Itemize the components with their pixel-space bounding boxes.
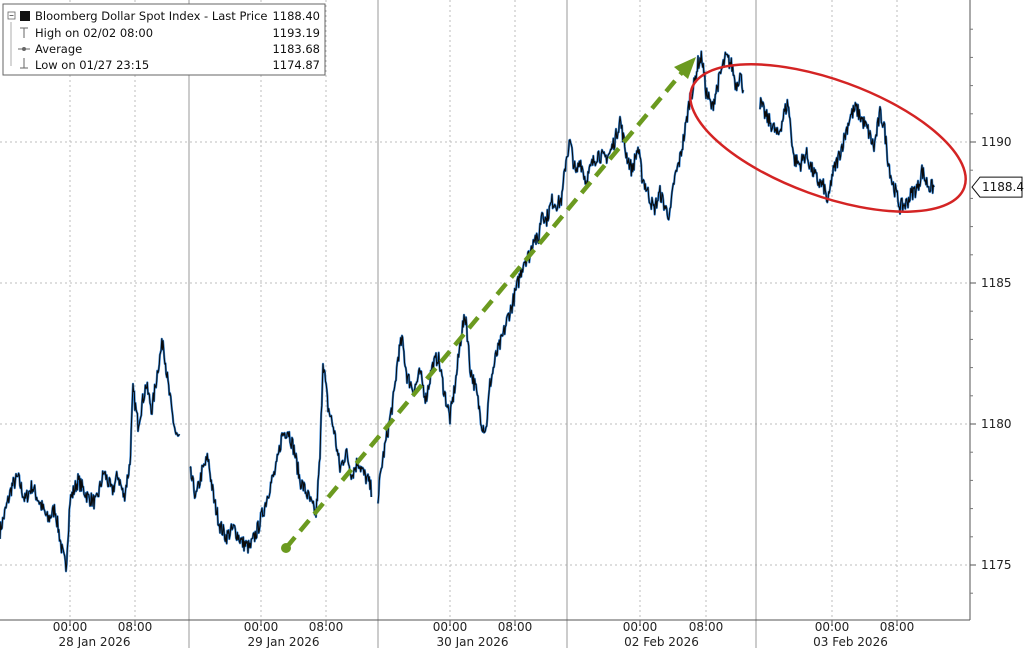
day-separators xyxy=(188,0,757,648)
legend-row-label: Low on 01/27 23:15 xyxy=(35,58,149,72)
x-day-label: 29 Jan 2026 xyxy=(248,635,320,648)
x-axis: 00:00 08:00 00:00 08:00 00:00 08:00 00:00 08:00… xyxy=(53,620,915,648)
series-line xyxy=(0,50,936,573)
last-price-tag: 1188.40 xyxy=(971,176,1024,198)
legend-row-value: 1174.87 xyxy=(272,58,320,72)
x-tick-label: 08:00 xyxy=(309,620,344,634)
legend-row-value: 1183.68 xyxy=(272,42,320,56)
x-tick-label: 00:00 xyxy=(53,620,88,634)
trend-arrow-head xyxy=(674,57,696,79)
series-line-path xyxy=(0,338,180,572)
legend-low-icon xyxy=(20,58,28,69)
y-tick-label: 1185 xyxy=(981,276,1012,290)
series-line-path xyxy=(189,363,372,554)
legend-row-label: High on 02/02 08:00 xyxy=(35,26,153,40)
y-tick-label: 1180 xyxy=(981,417,1012,431)
series-line-path xyxy=(759,97,935,215)
y-tick-label: 1175 xyxy=(981,558,1012,572)
x-tick-label: 00:00 xyxy=(433,620,468,634)
trend-arrow-line xyxy=(284,68,686,550)
last-price-label: 1188.40 xyxy=(982,180,1024,194)
x-tick-label: 00:00 xyxy=(815,620,850,634)
series-line-path xyxy=(377,50,744,504)
x-tick-label: 08:00 xyxy=(689,620,724,634)
legend-series-swatch xyxy=(20,11,30,21)
legend-high-icon xyxy=(20,27,28,38)
x-tick-label: 08:00 xyxy=(880,620,915,634)
x-tick-label: 00:00 xyxy=(623,620,658,634)
x-tick-label: 00:00 xyxy=(244,620,279,634)
x-tick-label: 08:00 xyxy=(498,620,533,634)
x-day-label: 30 Jan 2026 xyxy=(437,635,509,648)
consolidation-ellipse xyxy=(689,63,967,213)
trend-arrow-start xyxy=(281,543,291,553)
legend-box xyxy=(2,3,326,76)
legend: Bloomberg Dollar Spot Index - Last Price… xyxy=(2,3,326,76)
legend-average-icon xyxy=(18,47,30,51)
x-tick-label: 08:00 xyxy=(118,620,153,634)
x-day-label: 28 Jan 2026 xyxy=(59,635,131,648)
x-day-label: 02 Feb 2026 xyxy=(624,635,699,648)
legend-title-value: 1188.40 xyxy=(272,9,320,23)
last-price-tag-shape xyxy=(971,176,1023,198)
legend-title: Bloomberg Dollar Spot Index - Last Price xyxy=(35,9,268,23)
gridlines xyxy=(0,0,970,620)
annotations xyxy=(281,57,967,553)
y-tick-label: 1190 xyxy=(981,135,1012,149)
legend-row-label: Average xyxy=(35,42,82,56)
x-day-label: 03 Feb 2026 xyxy=(813,635,888,648)
legend-row-value: 1193.19 xyxy=(272,26,320,40)
y-axis: 1175 1180 1185 1190 xyxy=(970,28,1012,594)
